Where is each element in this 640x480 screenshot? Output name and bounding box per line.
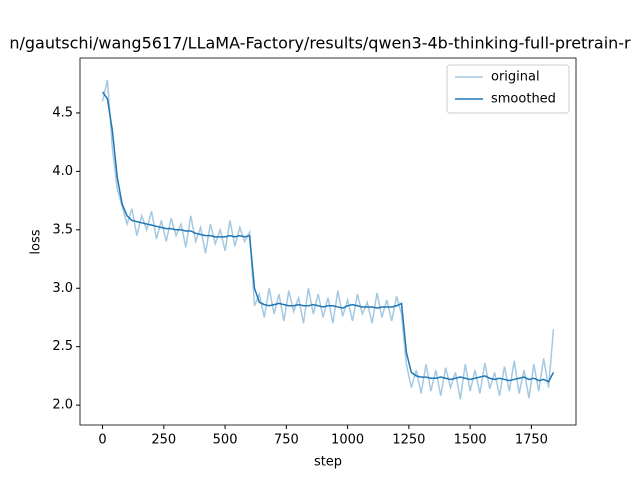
y-tick-label: 3.0: [52, 281, 73, 296]
chart-title: n/gautschi/wang5617/LLaMA-Factory/result…: [9, 34, 631, 53]
x-tick-label: 0: [98, 433, 106, 448]
y-axis-label: loss: [29, 229, 44, 254]
x-tick-label: 500: [213, 433, 238, 448]
legend-label: original: [491, 70, 540, 85]
y-tick-label: 4.0: [52, 164, 73, 179]
y-tick-label: 3.5: [52, 222, 73, 237]
x-tick-label: 1500: [454, 433, 487, 448]
x-tick-label: 250: [151, 433, 176, 448]
legend-label: smoothed: [491, 92, 556, 107]
x-tick-label: 750: [274, 433, 299, 448]
y-tick-label: 2.0: [52, 398, 73, 413]
y-tick-label: 2.5: [52, 339, 73, 354]
y-tick-label: 4.5: [52, 105, 73, 120]
x-tick-label: 1000: [331, 433, 364, 448]
legend-box: [446, 64, 570, 114]
x-axis-label: step: [314, 455, 342, 470]
plot-frame: [79, 57, 577, 426]
line-series: [101, 80, 555, 400]
x-tick-label: 1750: [515, 433, 548, 448]
line-series: [101, 91, 555, 383]
x-tick-label: 1250: [392, 433, 425, 448]
